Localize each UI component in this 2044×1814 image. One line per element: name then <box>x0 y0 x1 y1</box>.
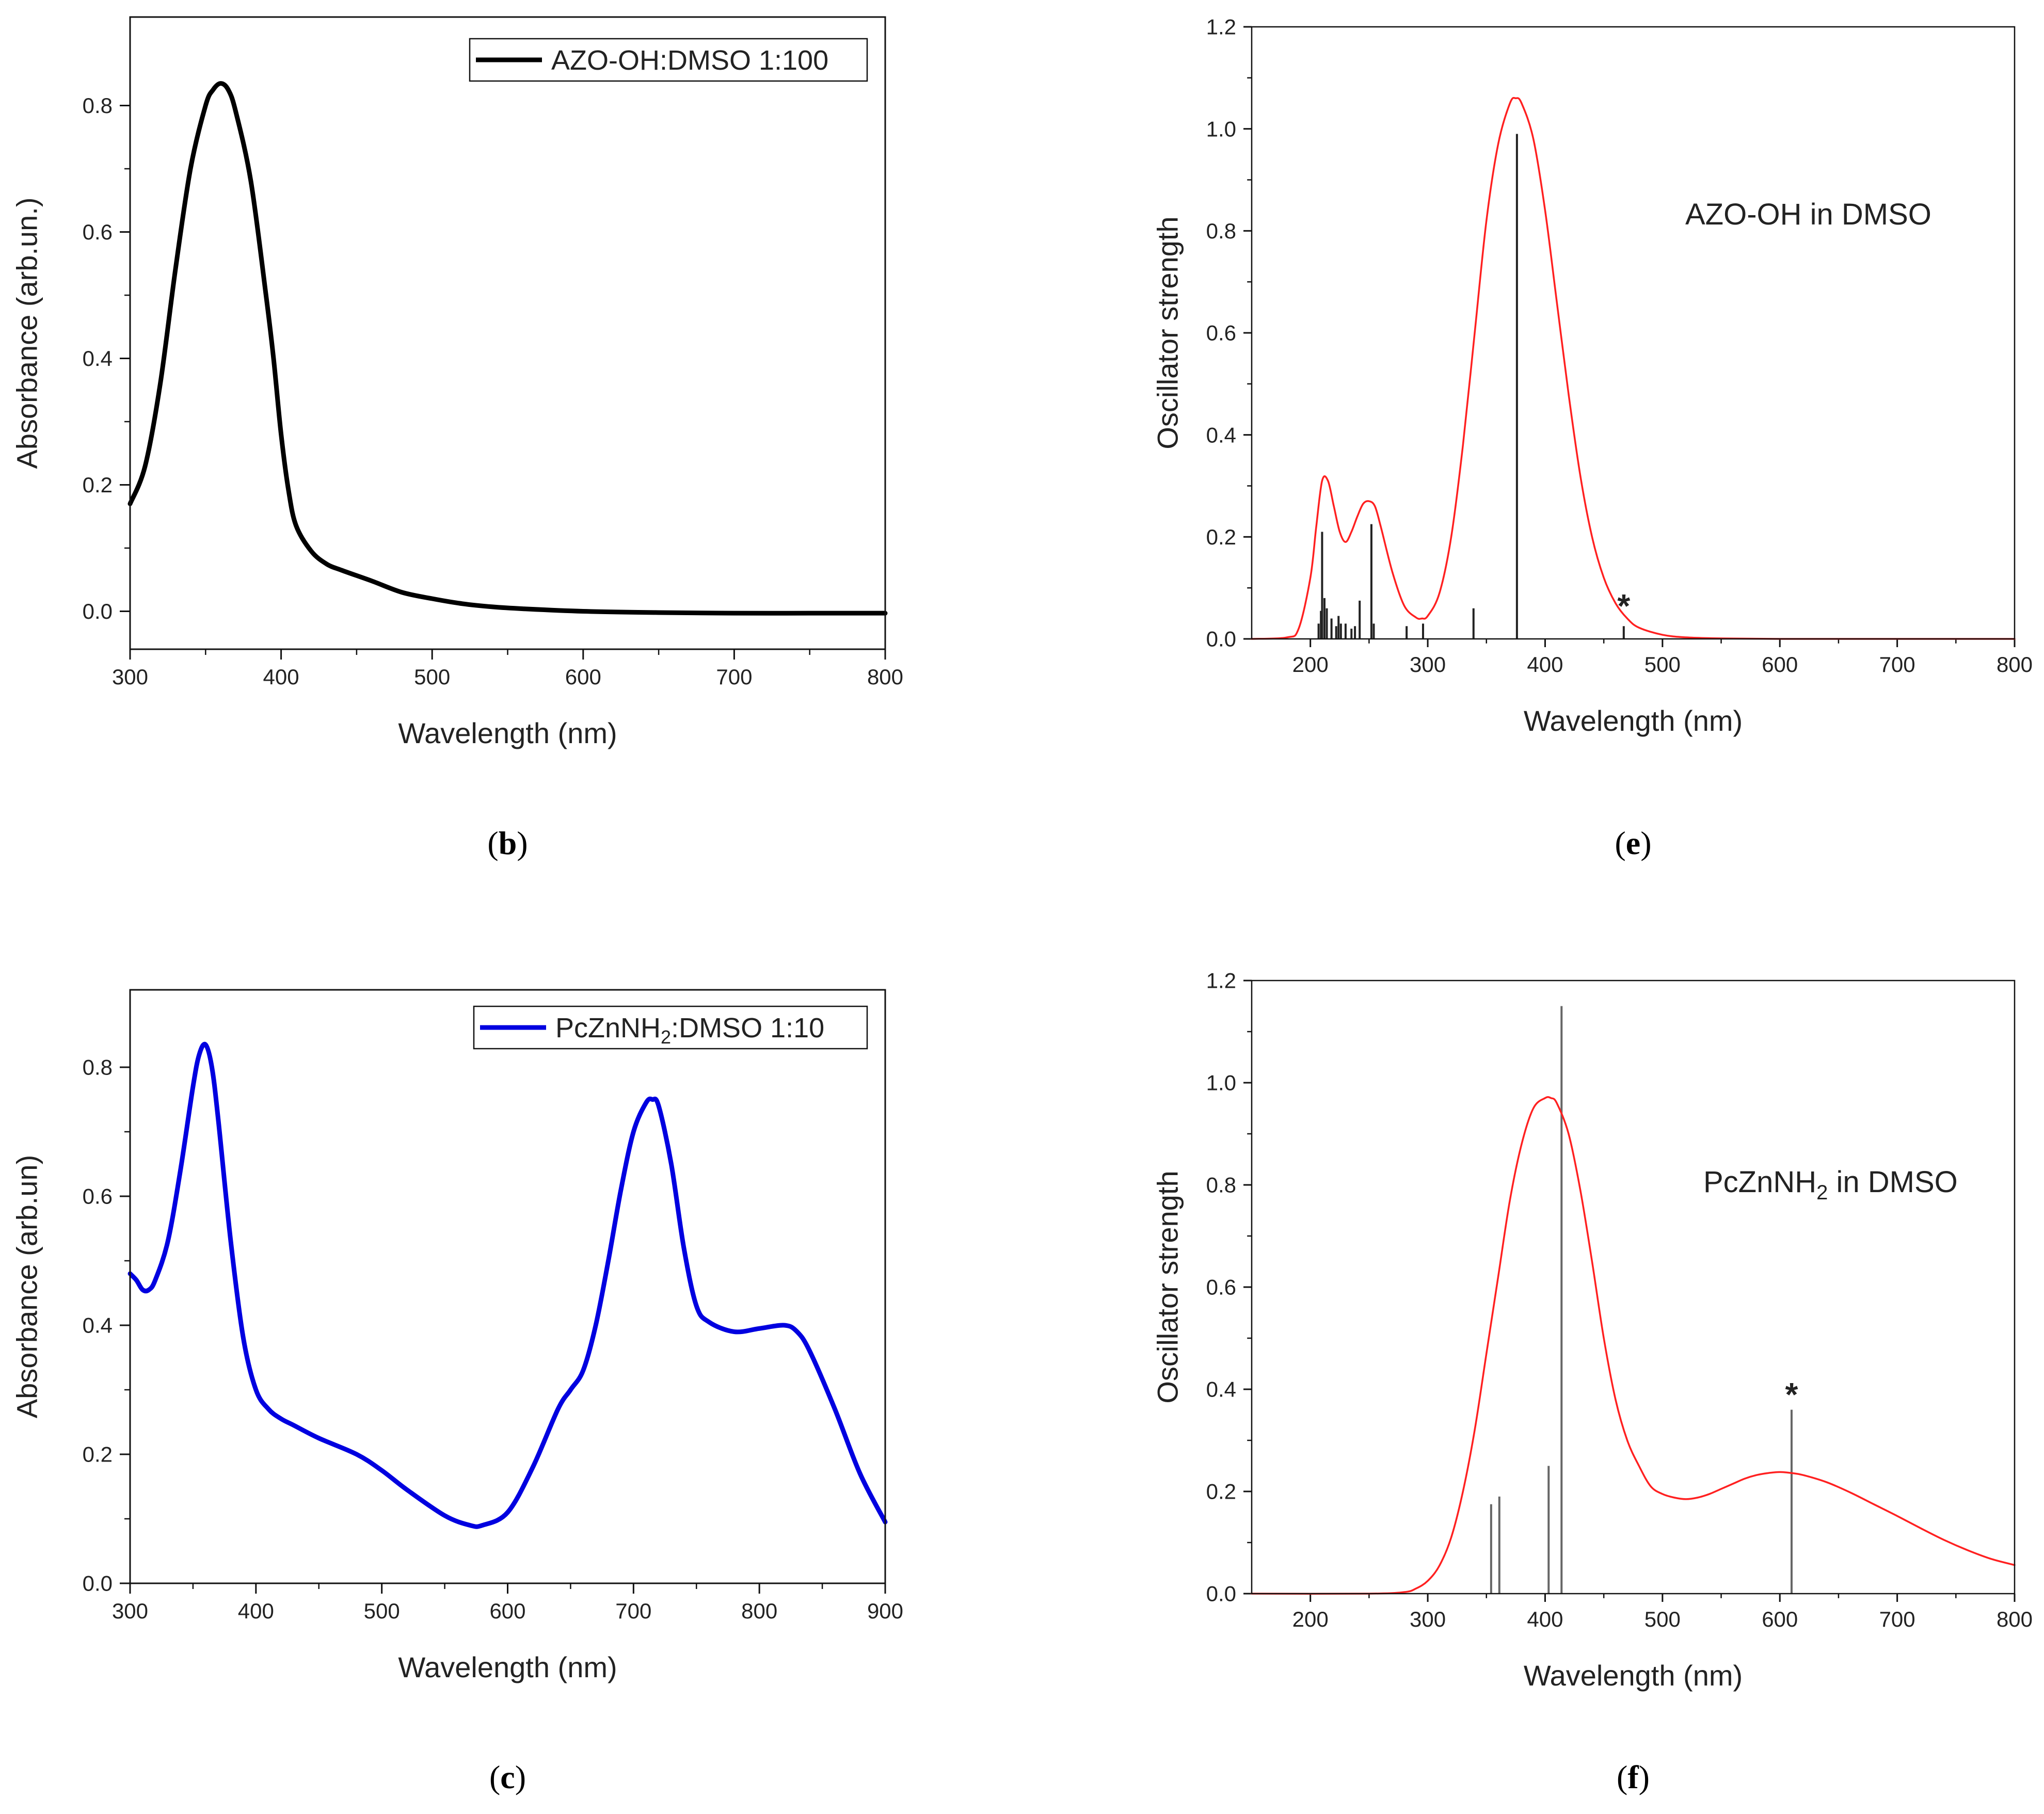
panel-b: 300 400 500 600 700 800 0.0 0.2 0.4 0.6 0.8 AZO-OH… <box>11 16 903 861</box>
panel-f-x-tick-label: 400 <box>1527 1607 1563 1631</box>
panel-c: 300 400 500 600 700 800 900 0.0 0.2 0.4 0.6 0.8 PcZ… <box>11 989 903 1795</box>
panel-b-x-tick-label: 700 <box>716 665 752 689</box>
panel-e-y-tick-label: 1.2 <box>1206 15 1236 39</box>
panel-f-y-axis-title: Oscillator strength <box>1152 1170 1184 1403</box>
panel-f-y-tick-label: 0.8 <box>1206 1173 1236 1197</box>
panel-f-y-tick-label: 0.4 <box>1206 1377 1236 1402</box>
panel-b-ticks: 300 400 500 600 700 800 0.0 0.2 0.4 0.6 0.8 <box>83 93 903 689</box>
panel-e-x-tick-label: 400 <box>1527 652 1563 677</box>
panel-e-y-tick-label: 0.2 <box>1206 525 1236 549</box>
panel-f-annotations: * <box>1785 1376 1798 1413</box>
panel-b-series-line <box>127 81 888 616</box>
panel-b-y-tick-label: 0.6 <box>83 220 113 244</box>
panel-f-x-axis-title: Wavelength (nm) <box>1524 1659 1743 1692</box>
panel-f-ticks: 200 300 400 500 600 700 800 0.0 0.2 0.4 0.6 0.8 1.0 1… <box>1206 969 2033 1631</box>
panel-e-y-tick-label: 0.6 <box>1206 321 1236 345</box>
panel-f-x-tick-label: 700 <box>1879 1607 1915 1631</box>
panel-f-x-tick-label: 200 <box>1292 1607 1329 1631</box>
panel-e-asterisk-annotation: * <box>1617 587 1630 624</box>
panel-e-x-tick-label: 300 <box>1410 652 1446 677</box>
panel-f-sticks <box>1490 1006 1793 1594</box>
panel-c-series-line <box>127 1041 888 1529</box>
panel-c-label: (c) <box>489 1759 526 1795</box>
panel-b-label: (b) <box>487 825 528 861</box>
panel-b-plot-frame <box>129 16 886 650</box>
panel-f-x-tick-label: 300 <box>1410 1607 1446 1631</box>
panel-c-y-tick-label: 0.4 <box>83 1313 113 1338</box>
panel-e-y-tick-label: 1.0 <box>1206 117 1236 141</box>
panel-c-y-tick-label: 0.2 <box>83 1442 113 1467</box>
panel-b-y-tick-label: 0.0 <box>83 599 113 623</box>
panel-c-y-tick-label: 0.8 <box>83 1055 113 1080</box>
panel-b-y-tick-label: 0.2 <box>83 473 113 497</box>
panel-c-legend: PcZnNH2:DMSO 1:10 <box>473 1005 868 1050</box>
panel-e-series <box>1251 97 2016 640</box>
panel-c-series <box>127 1041 888 1529</box>
panel-b-x-tick-label: 400 <box>263 665 299 689</box>
panel-e-x-axis-title: Wavelength (nm) <box>1524 704 1743 737</box>
panel-b-x-tick-label: 800 <box>867 665 903 689</box>
panel-e-plot-frame <box>1251 26 2016 640</box>
panel-f-x-tick-label: 800 <box>1997 1607 2033 1631</box>
panel-c-x-tick-label: 300 <box>112 1599 148 1623</box>
panel-e-sticks <box>1317 134 1625 639</box>
panel-e: 200 300 400 500 600 700 800 0.0 0.2 0.4 0.6 0.8 1.0 1… <box>1152 15 2033 861</box>
panel-c-x-tick-label: 500 <box>364 1599 400 1623</box>
panel-b-x-axis-title: Wavelength (nm) <box>398 717 617 749</box>
panel-c-x-tick-label: 400 <box>238 1599 274 1623</box>
panel-f-asterisk-annotation: * <box>1785 1376 1798 1413</box>
panel-f-label: (f) <box>1617 1759 1650 1795</box>
panel-b-x-tick-label: 300 <box>112 665 148 689</box>
panel-b-y-tick-label: 0.4 <box>83 346 113 371</box>
panel-c-x-tick-label: 900 <box>867 1599 903 1623</box>
panel-c-x-tick-label: 700 <box>615 1599 651 1623</box>
panel-e-y-tick-label: 0.8 <box>1206 219 1236 243</box>
panel-f-inner-label: PcZnNH2 in DMSO <box>1703 1165 1958 1204</box>
panel-f-y-tick-label: 0.0 <box>1206 1582 1236 1606</box>
panel-e-series-line <box>1251 97 2016 640</box>
panel-f-y-tick-label: 0.6 <box>1206 1275 1236 1299</box>
panel-c-ticks: 300 400 500 600 700 800 900 0.0 0.2 0.4 0.6 0.8 <box>83 1055 903 1623</box>
panel-e-x-tick-label: 500 <box>1644 652 1681 677</box>
panel-c-y-tick-label: 0.6 <box>83 1184 113 1209</box>
panel-e-annotations: * <box>1617 587 1630 624</box>
panel-e-y-tick-label: 0.4 <box>1206 423 1236 447</box>
panel-b-y-axis-title: Absorbance (arb.un.) <box>11 197 43 469</box>
panel-e-y-axis-title: Oscillator strength <box>1152 216 1184 449</box>
panel-c-legend-label: PcZnNH2:DMSO 1:10 <box>555 1013 824 1048</box>
panel-f: 200 300 400 500 600 700 800 0.0 0.2 0.4 0.6 0.8 1.0 1… <box>1152 969 2033 1795</box>
panel-f-x-tick-label: 500 <box>1644 1607 1681 1631</box>
panel-f-series <box>1251 1096 2016 1595</box>
panel-b-x-tick-label: 500 <box>414 665 450 689</box>
panel-b-y-tick-label: 0.8 <box>83 93 113 118</box>
panel-f-x-tick-label: 600 <box>1762 1607 1798 1631</box>
panel-c-y-axis-title: Absorbance (arb.un) <box>11 1155 43 1419</box>
panel-b-legend-label: AZO-OH:DMSO 1:100 <box>551 45 828 76</box>
panel-b-legend: AZO-OH:DMSO 1:100 <box>469 38 868 82</box>
panel-e-inner-label: AZO-OH in DMSO <box>1685 198 1931 231</box>
panel-e-label: (e) <box>1615 825 1651 861</box>
panel-f-plot-frame <box>1251 980 2016 1595</box>
panel-c-plot-frame <box>129 989 886 1584</box>
panel-f-series-line <box>1251 1096 2016 1595</box>
panel-e-y-tick-label: 0.0 <box>1206 627 1236 651</box>
panel-b-series <box>127 81 888 616</box>
panel-e-x-tick-label: 600 <box>1762 652 1798 677</box>
panel-c-x-tick-label: 600 <box>489 1599 525 1623</box>
panel-f-y-tick-label: 1.0 <box>1206 1071 1236 1095</box>
panel-b-x-tick-label: 600 <box>565 665 601 689</box>
panel-c-x-axis-title: Wavelength (nm) <box>398 1651 617 1683</box>
panel-f-y-tick-label: 0.2 <box>1206 1480 1236 1504</box>
panel-c-x-tick-label: 800 <box>741 1599 777 1623</box>
panel-e-ticks: 200 300 400 500 600 700 800 0.0 0.2 0.4 0.6 0.8 1.0 1… <box>1206 15 2033 677</box>
panel-f-y-tick-label: 1.2 <box>1206 969 1236 993</box>
panel-e-x-tick-label: 200 <box>1292 652 1329 677</box>
panel-e-x-tick-label: 700 <box>1879 652 1915 677</box>
panel-c-y-tick-label: 0.0 <box>83 1571 113 1596</box>
panel-e-x-tick-label: 800 <box>1997 652 2033 677</box>
